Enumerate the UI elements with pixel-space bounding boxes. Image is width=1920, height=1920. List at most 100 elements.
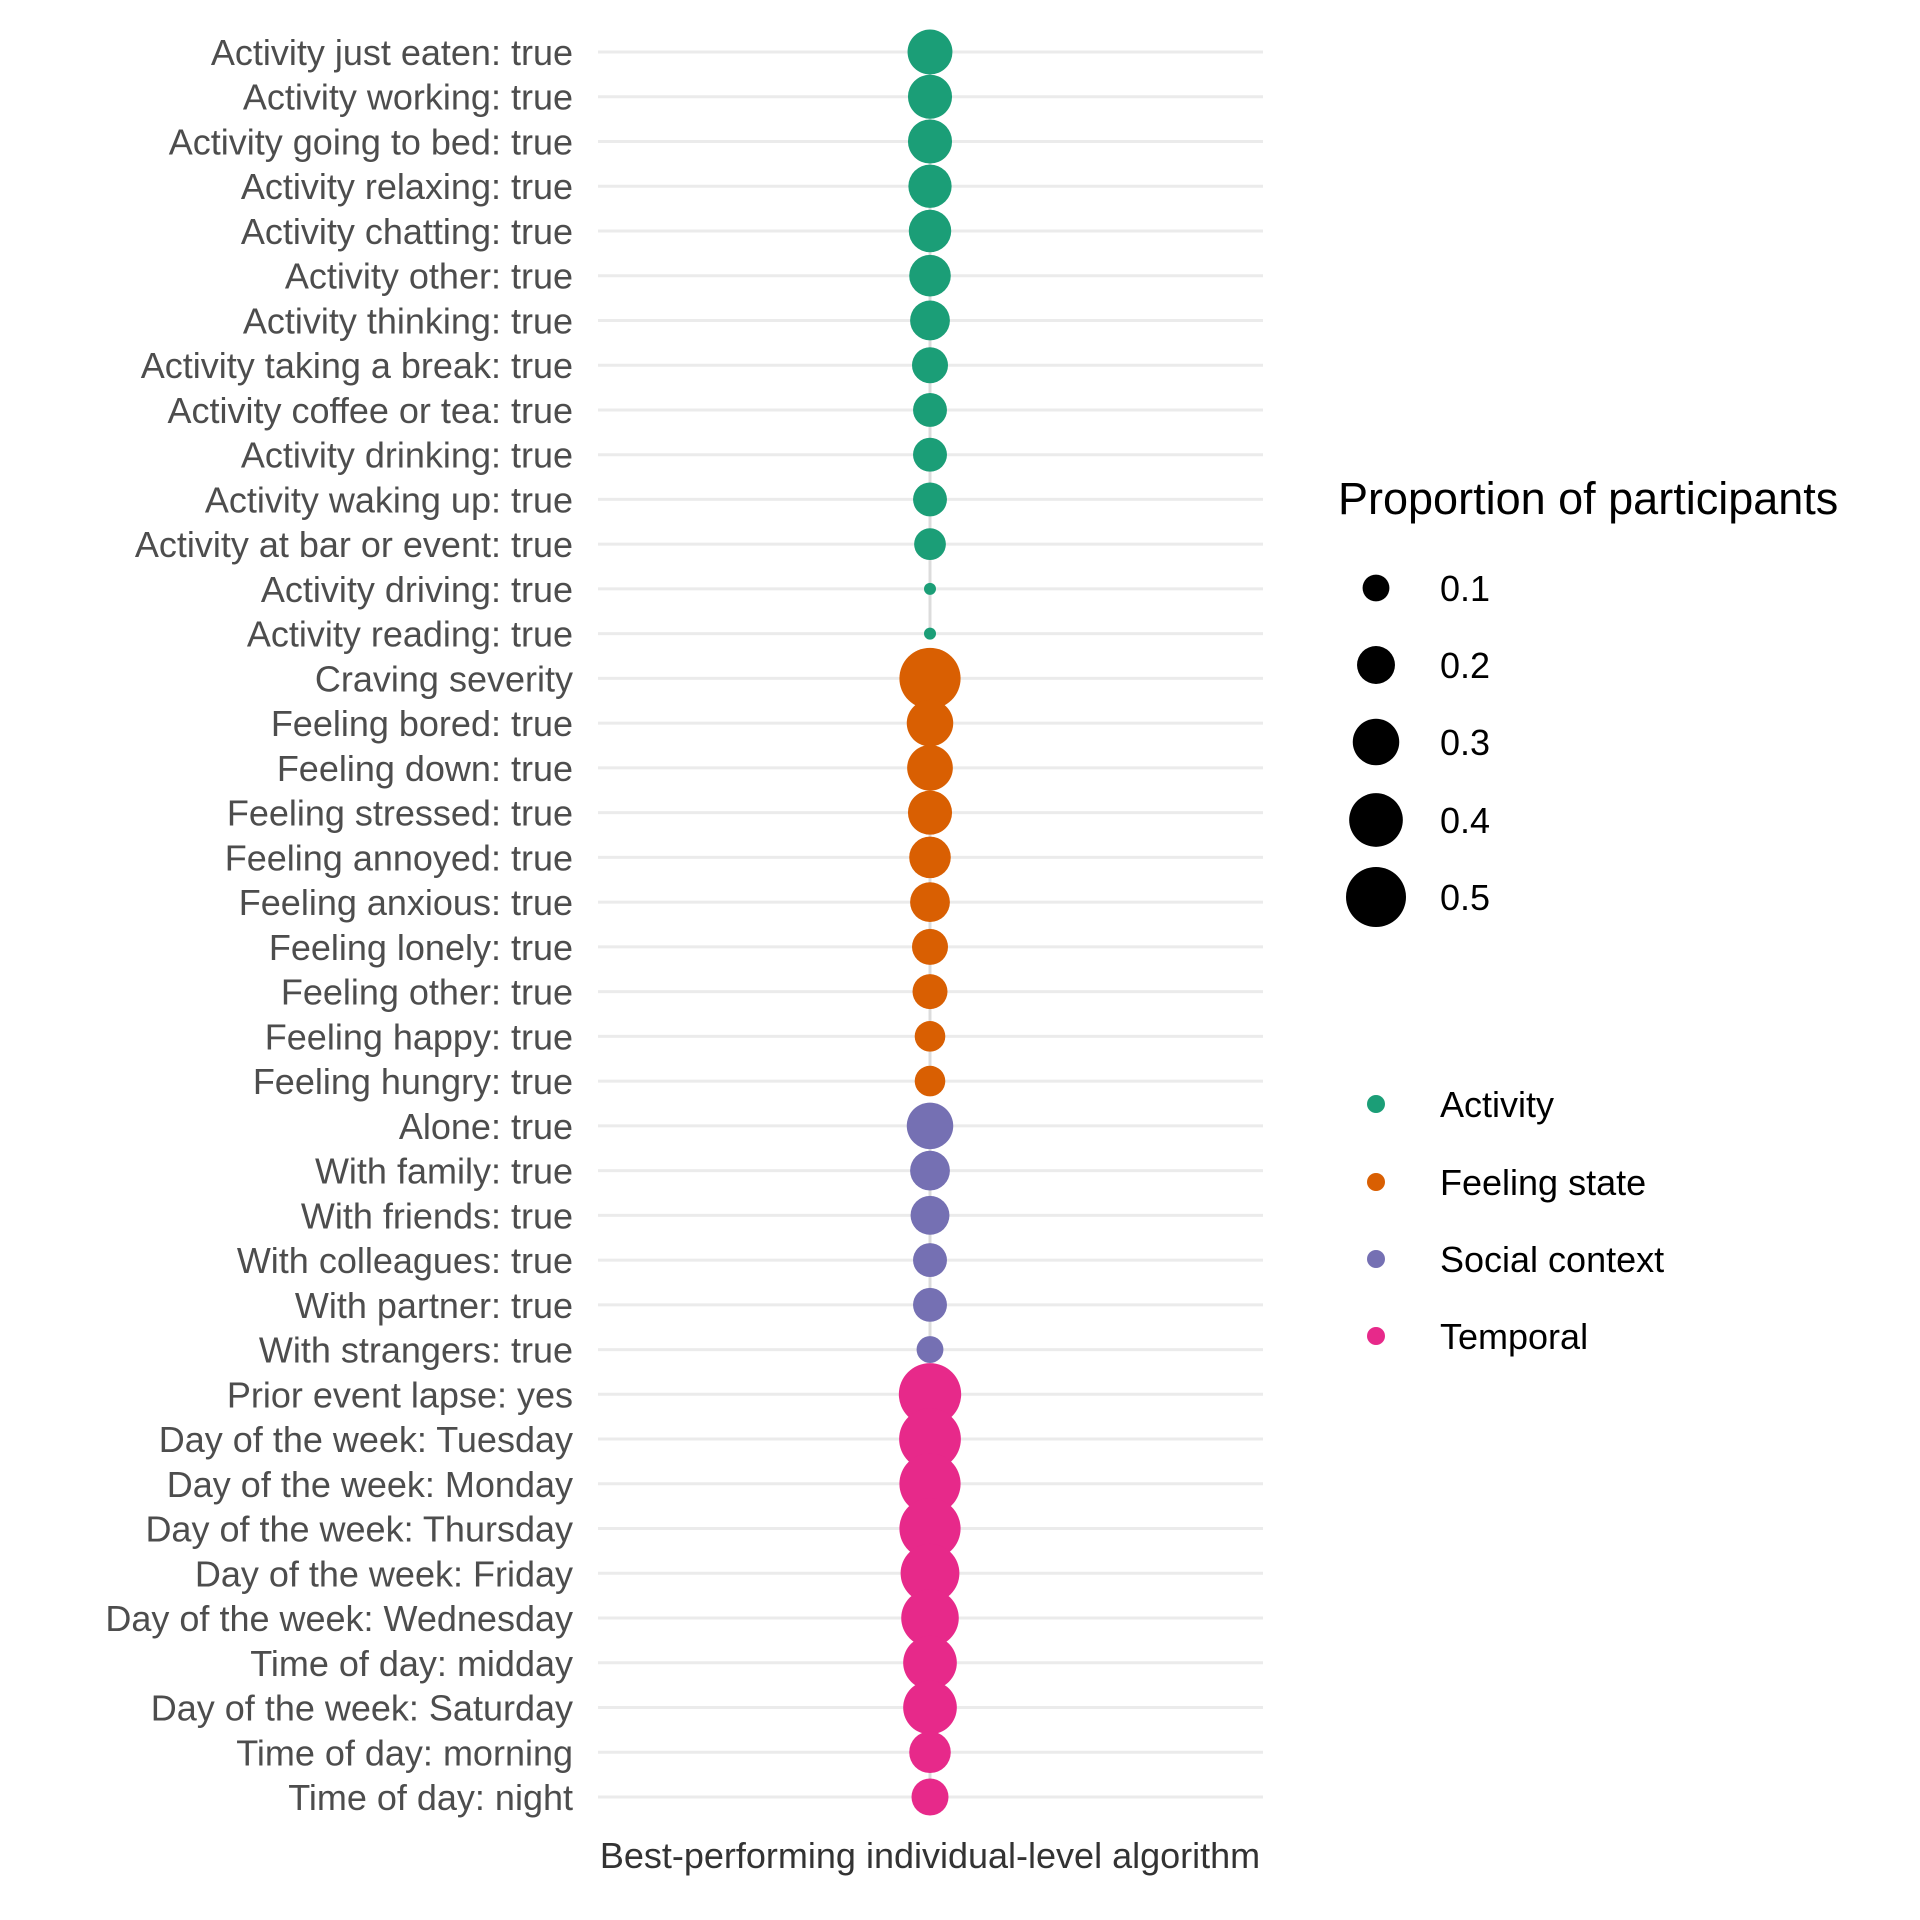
y-tick-label: Feeling anxious: true (239, 882, 573, 923)
y-tick-label: With partner: true (295, 1285, 573, 1326)
y-tick-label: Activity at bar or event: true (135, 524, 573, 565)
data-point (899, 1497, 961, 1560)
color-legend-key (1367, 1327, 1385, 1345)
y-tick-label: Activity driving: true (261, 569, 573, 610)
data-point (924, 582, 936, 595)
data-point (899, 647, 961, 710)
size-legend-label: 0.4 (1440, 800, 1490, 841)
data-point (908, 164, 952, 208)
size-legend-label: 0.2 (1440, 645, 1490, 686)
y-tick-label: Activity waking up: true (205, 479, 573, 520)
y-tick-label: Day of the week: Saturday (151, 1688, 573, 1729)
data-point (913, 1243, 947, 1278)
size-legend-label: 0.1 (1440, 568, 1490, 609)
y-tick-label: Time of day: midday (250, 1643, 573, 1684)
y-tick-label: Activity drinking: true (241, 435, 573, 476)
y-tick-label: Activity relaxing: true (241, 166, 573, 207)
y-tick-label: Feeling down: true (277, 748, 573, 789)
data-point (907, 74, 953, 119)
color-legend-label: Activity (1440, 1084, 1554, 1125)
data-point (909, 1731, 951, 1774)
size-legend-key (1352, 718, 1400, 766)
y-tick-label: Feeling annoyed: true (225, 837, 573, 878)
y-tick-label: Activity chatting: true (241, 211, 573, 252)
y-tick-label: Day of the week: Thursday (145, 1509, 573, 1550)
data-point (914, 1065, 946, 1097)
data-point (907, 745, 953, 791)
color-legend-key (1367, 1250, 1385, 1268)
size-legend-key (1362, 574, 1390, 602)
data-point (912, 974, 948, 1010)
y-tick-label: Feeling hungry: true (253, 1061, 573, 1102)
y-tick-label: Time of day: night (288, 1777, 573, 1818)
y-tick-label: Time of day: morning (236, 1732, 573, 1773)
color-legend-label: Temporal (1440, 1316, 1588, 1357)
data-point (898, 1363, 962, 1426)
data-point (906, 1102, 954, 1150)
y-tick-label: Day of the week: Friday (195, 1553, 573, 1594)
x-axis-label: Best-performing individual-level algorit… (600, 1835, 1260, 1876)
size-legend-label: 0.5 (1440, 877, 1490, 918)
size-legend-key (1357, 646, 1395, 684)
color-legend: Activity Feeling state Social context Tempo… (1367, 1084, 1664, 1357)
data-point (906, 699, 954, 747)
data-point (913, 482, 947, 517)
color-legend-label: Feeling state (1440, 1162, 1646, 1203)
data-point (913, 437, 947, 472)
data-point (913, 392, 947, 427)
y-tick-label: Craving severity (315, 658, 573, 699)
y-tick-label: Activity just eaten: true (211, 32, 573, 73)
size-legend-key (1346, 867, 1406, 927)
data-point (916, 1336, 944, 1363)
y-tick-label: Activity taking a break: true (141, 345, 573, 386)
y-tick-label: Feeling other: true (281, 972, 573, 1013)
data-point (910, 1150, 950, 1191)
data-point (924, 627, 936, 640)
data-point (907, 119, 953, 164)
y-tick-label: Day of the week: Monday (167, 1464, 573, 1505)
data-points (898, 29, 962, 1816)
data-point (899, 1408, 961, 1470)
data-point (913, 1287, 947, 1322)
size-legend-label: 0.3 (1440, 722, 1490, 763)
y-tick-label: Day of the week: Wednesday (105, 1598, 573, 1639)
data-point (900, 1543, 960, 1603)
data-point (914, 1021, 946, 1052)
color-legend-key (1367, 1173, 1385, 1191)
data-point (903, 1635, 957, 1690)
y-tick-label: With friends: true (301, 1195, 573, 1236)
size-legend-title: Proportion of participants (1338, 473, 1838, 524)
y-tick-label: Activity thinking: true (243, 300, 573, 341)
y-tick-label: Feeling stressed: true (227, 793, 573, 834)
data-point (901, 1589, 959, 1647)
y-tick-label: With strangers: true (259, 1330, 573, 1371)
size-legend-key (1349, 793, 1403, 847)
y-tick-label: Prior event lapse: yes (227, 1374, 573, 1415)
y-tick-label: With family: true (315, 1151, 573, 1192)
y-tick-label: With colleagues: true (237, 1240, 573, 1281)
data-point (907, 29, 953, 75)
data-point (910, 1195, 950, 1235)
data-point (908, 209, 952, 253)
data-point (912, 347, 948, 384)
data-point (910, 300, 950, 341)
data-point (914, 528, 946, 561)
y-tick-label: Activity reading: true (247, 614, 573, 655)
size-legend: Proportion of participants 0.1 0.2 0.3 0.4 0… (1338, 473, 1838, 927)
y-tick-label: Alone: true (399, 1106, 573, 1147)
data-point (903, 1680, 957, 1735)
data-point (912, 928, 948, 965)
y-tick-label: Feeling happy: true (265, 1016, 573, 1057)
y-tick-label: Activity other: true (285, 256, 573, 297)
y-tick-label: Feeling bored: true (271, 703, 573, 744)
y-tick-label: Activity coffee or tea: true (167, 390, 573, 431)
data-point (899, 1453, 961, 1515)
y-tick-label: Day of the week: Tuesday (159, 1419, 573, 1460)
color-legend-label: Social context (1440, 1239, 1664, 1280)
data-point (911, 1778, 949, 1816)
y-tick-label: Feeling lonely: true (269, 927, 573, 968)
y-tick-label: Activity going to bed: true (169, 121, 573, 162)
data-point (909, 836, 951, 879)
